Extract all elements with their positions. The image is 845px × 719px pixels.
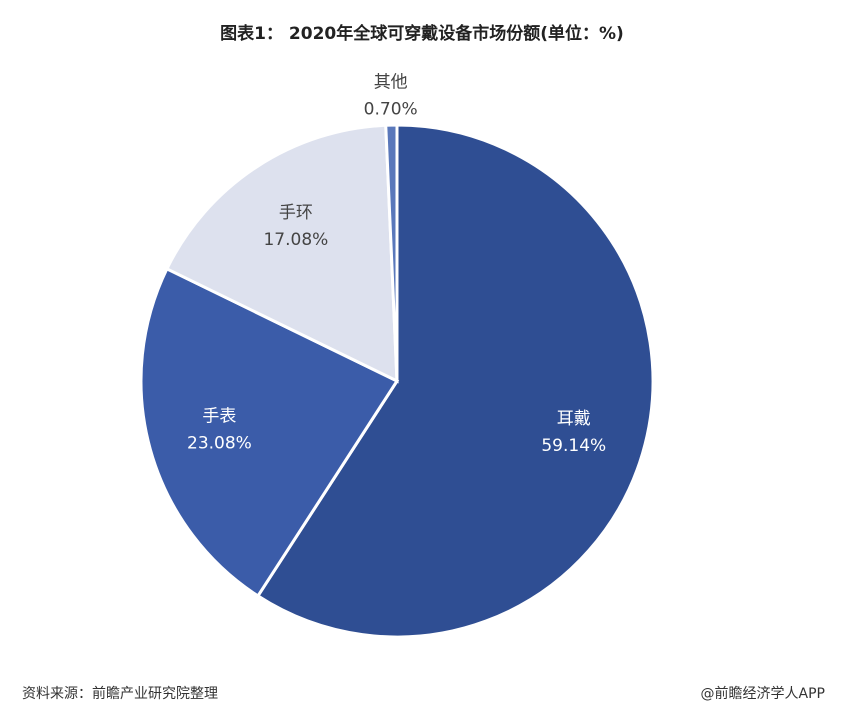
slice-category: 手表	[202, 406, 236, 426]
slice-category: 耳戴	[557, 409, 591, 429]
slice-category: 手环	[279, 203, 313, 223]
pie	[139, 123, 655, 639]
pie-slice	[384, 123, 399, 382]
slice-category: 其他	[374, 72, 408, 92]
pie-slice	[164, 123, 399, 384]
slice-value-label: 17.08%	[263, 230, 328, 250]
pie-slice	[255, 123, 655, 639]
source: 资料来源：前瞻产业研究院整理	[22, 685, 218, 702]
slice-value-label: 0.70%	[364, 99, 418, 119]
slice-value-label: 59.14%	[541, 436, 606, 456]
chart-title: 图表1： 2020年全球可穿戴设备市场份额(单位：%)	[220, 23, 624, 44]
credit: @前瞻经济学人APP	[701, 685, 825, 702]
slice-value-label: 23.08%	[187, 433, 252, 453]
